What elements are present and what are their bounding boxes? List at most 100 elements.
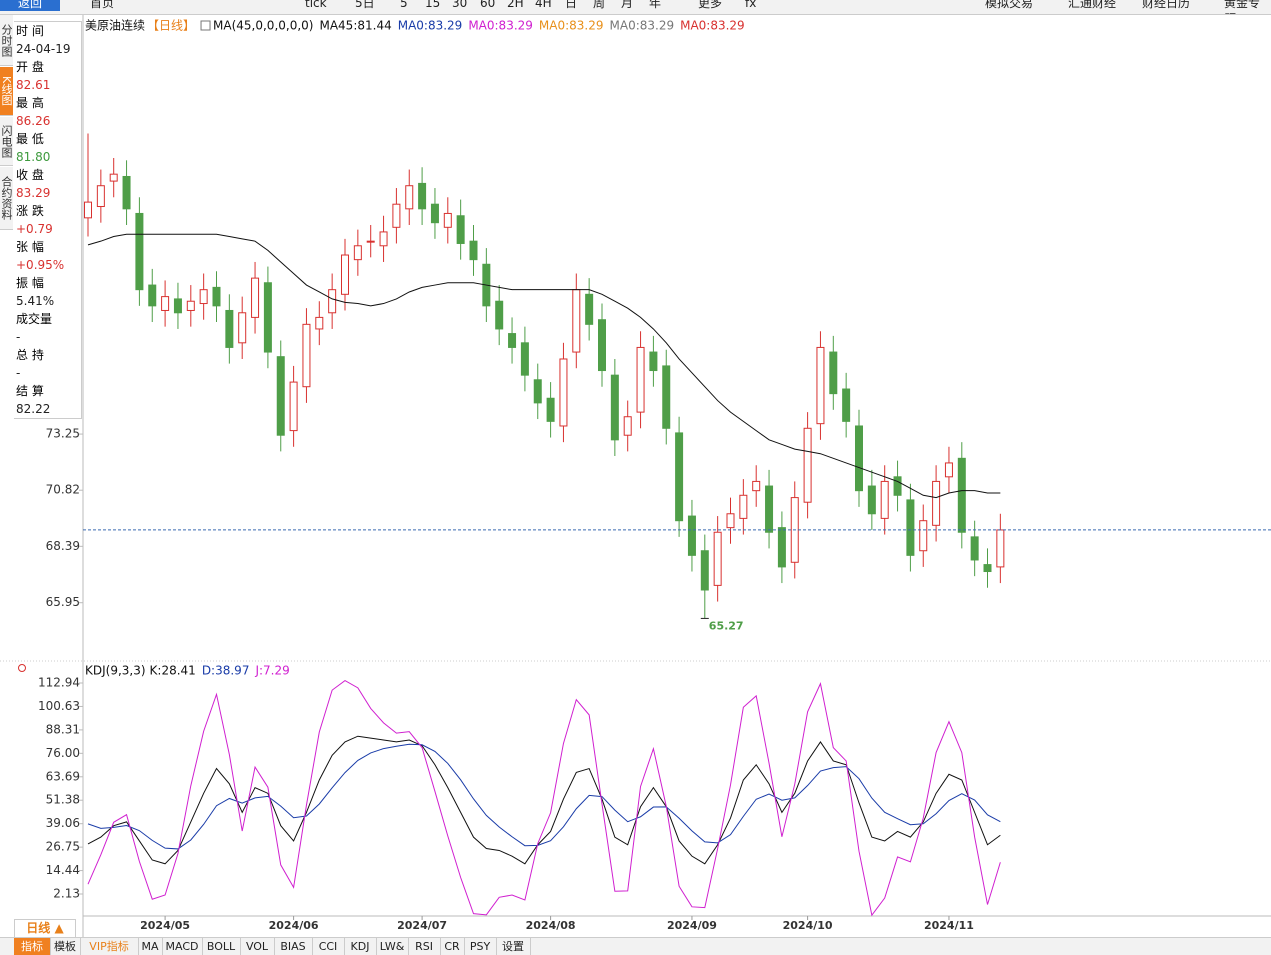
bottom-tab[interactable]: LW& (376, 938, 409, 955)
bottom-tab[interactable]: PSY (464, 938, 497, 955)
bottom-tab[interactable]: CR (440, 938, 465, 955)
bottom-tabs: 指标 模板 VIP指标 MA MACD BOLL VOL BIAS CCI KDJ LW& RSI CR… (0, 937, 1271, 955)
candle-body (469, 240, 478, 261)
toolbar-button[interactable]: 30 (452, 0, 468, 10)
bottom-tab[interactable]: RSI (408, 938, 441, 955)
indicator-icon (200, 20, 211, 31)
candle-body (700, 550, 709, 591)
info-label: 振 幅 (16, 276, 44, 290)
toolbar-button[interactable]: tick (305, 0, 327, 10)
toolbar-button[interactable]: 更多 (698, 0, 723, 10)
candle-body (199, 289, 208, 305)
toolbar-button[interactable]: 黄金专题 (1224, 0, 1261, 14)
candle-body (610, 374, 619, 441)
x-tick-label: 2024/08 (526, 919, 576, 932)
toolbar-button[interactable]: 财经日历 (1142, 0, 1191, 10)
bottom-tab[interactable]: BIAS (274, 938, 313, 955)
legend-entry: J:7.29 (254, 664, 289, 678)
info-label: 最 高 (16, 96, 44, 110)
toolbar-button[interactable]: fx (745, 0, 757, 10)
x-tick-label: 2024/09 (667, 919, 717, 932)
legend-entry: D:38.97 (202, 664, 250, 678)
candle-body (122, 175, 131, 210)
toolbar-button[interactable]: 5日 (355, 0, 375, 10)
info-value: - (16, 330, 21, 344)
toolbar-button[interactable]: 周 (593, 0, 606, 10)
candle-body (662, 365, 671, 429)
candle-body (225, 309, 234, 348)
candle-body (366, 240, 375, 243)
candle-body (816, 346, 825, 425)
candle-body (585, 293, 594, 325)
bottom-tab[interactable]: MA (138, 938, 163, 955)
toolbar-button[interactable]: 模拟交易 (985, 0, 1034, 10)
toolbar-button[interactable]: 5 (400, 0, 408, 10)
legend-entry: MA0:83.29 (680, 19, 745, 33)
info-value: 24-04-19 (16, 42, 71, 56)
info-panel: 时 间 24-04-19 开 盘 82.61 最 高 86.26 最 低 81.80 收 盘 83… (14, 21, 82, 419)
candle-body (302, 323, 311, 388)
candle-body (932, 480, 941, 526)
candle-body (777, 527, 786, 568)
candle-body (636, 346, 645, 413)
info-label: 涨 跌 (16, 204, 44, 218)
bottom-tab[interactable]: MACD (162, 938, 203, 955)
info-label: 成交量 (16, 312, 53, 326)
legend-entry: MA0:83.29 (468, 19, 533, 33)
y-tick-label: 76.00 (46, 746, 80, 760)
bottom-tab[interactable]: 指标 (14, 938, 51, 955)
bottom-tab[interactable]: VIP指标 (80, 938, 139, 955)
bottom-tab[interactable]: 设置 (496, 938, 531, 955)
candle-body (713, 531, 722, 586)
side-tab[interactable]: K线图 (0, 67, 13, 116)
y-tick-label: 73.25 (46, 427, 80, 441)
candle-body (726, 513, 735, 529)
toolbar-button[interactable]: 2H (507, 0, 524, 10)
y-tick-label: 88.31 (46, 722, 80, 736)
info-value: 82.22 (16, 402, 51, 416)
chart-title: 美原油连续 (85, 18, 145, 33)
side-tab[interactable]: 合约资料 (0, 167, 13, 230)
kdj-line (87, 680, 1001, 917)
candle-body (186, 300, 195, 311)
side-tab[interactable]: 闪电图 (0, 117, 13, 166)
ma-line (87, 233, 1001, 499)
settings-icon[interactable] (18, 664, 26, 672)
candle-body (983, 564, 992, 573)
side-tab[interactable]: 分时图 (0, 15, 13, 66)
bottom-tab[interactable]: BOLL (202, 938, 241, 955)
period-button[interactable]: 日线 ▲ (14, 919, 76, 938)
info-label: 最 低 (16, 132, 44, 146)
candle-body (520, 342, 529, 376)
bottom-tab[interactable]: CCI (312, 938, 345, 955)
candle-body (430, 203, 439, 224)
bottom-tab[interactable]: VOL (240, 938, 275, 955)
toolbar-button[interactable]: 年 (649, 0, 662, 10)
candle-body (173, 298, 182, 314)
info-value: - (16, 366, 21, 380)
toolbar-button[interactable]: 汇通财经 (1068, 0, 1117, 10)
candle-body (443, 212, 452, 228)
bottom-tab[interactable]: KDJ (344, 938, 377, 955)
x-tick-label: 2024/07 (397, 919, 447, 932)
candle-body (649, 351, 658, 372)
toolbar-button[interactable]: 月 (621, 0, 634, 10)
candle-body (315, 316, 324, 330)
info-value: 5.41% (16, 294, 55, 308)
toolbar-button[interactable]: 返回 (0, 0, 60, 11)
bottom-tab[interactable]: 模板 (50, 938, 81, 955)
toolbar-button[interactable]: 15 (425, 0, 441, 10)
toolbar-button[interactable]: 首页 (90, 0, 115, 10)
toolbar-button[interactable]: 60 (480, 0, 496, 10)
candle-body (880, 480, 889, 519)
toolbar: 返回 首页 tick 5日 5 15 30 60 2H 4H 日 周 月 年 更多 fx 模拟交易 汇通财经 财经日… (0, 0, 1271, 15)
x-tick-label: 2024/11 (924, 919, 974, 932)
candle-body (405, 185, 414, 210)
candle-body (996, 529, 1005, 568)
toolbar-button[interactable]: 日 (565, 0, 578, 10)
y-tick-label: 112.94 (38, 676, 80, 690)
toolbar-button[interactable]: 4H (535, 0, 552, 10)
y-tick-label: 14.44 (46, 863, 80, 877)
